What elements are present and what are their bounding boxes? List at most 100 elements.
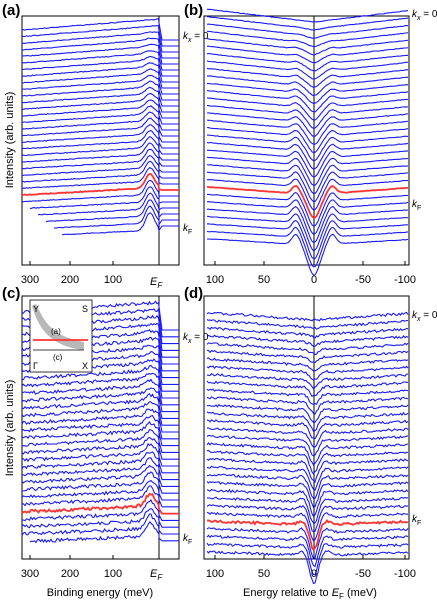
x-tick-label: 200: [61, 568, 79, 580]
sym-trace: [206, 396, 409, 415]
sym-trace: [206, 380, 409, 398]
edc-trace: [21, 479, 179, 501]
xlabel-left: Binding energy (meV): [47, 587, 153, 599]
edc-trace: [21, 155, 179, 176]
sym-trace: [206, 97, 409, 121]
sym-trace: [206, 226, 409, 268]
edc-trace: [21, 25, 179, 47]
x-tick-label: -100: [394, 274, 416, 286]
edc-trace: [21, 50, 179, 71]
sym-trace: [206, 457, 409, 484]
ylabel-bottom: Intensity (arb. units): [4, 380, 16, 477]
panel-label-a: (a): [2, 2, 20, 19]
edc-trace: [21, 420, 179, 447]
edc-trace: [21, 372, 179, 399]
kx0-label-c: kx = 0: [183, 332, 209, 345]
edc-trace: [21, 471, 179, 494]
edc-trace: [21, 414, 179, 440]
edc-trace: [53, 205, 179, 229]
edc-trace: [21, 93, 179, 113]
sym-trace: [206, 171, 409, 203]
edc-trace: [21, 148, 179, 170]
ef-label-c: EF: [150, 568, 163, 582]
panel-label-d: (d): [184, 285, 203, 302]
edc-trace: [21, 436, 179, 460]
sym-trace: [206, 38, 409, 56]
sym-trace: [206, 75, 409, 97]
x-tick-label: 100: [206, 274, 224, 286]
sym-trace: [206, 149, 409, 178]
x-tick-label: 100: [206, 568, 224, 580]
sym-trace: [206, 112, 409, 138]
edc-trace: [21, 117, 179, 137]
sym-trace: [206, 465, 409, 492]
edc-trace: [21, 105, 179, 125]
sym-trace: [206, 388, 409, 406]
x-tick-label: 50: [258, 568, 270, 580]
sym-trace: [206, 52, 409, 72]
sym-trace: [206, 23, 409, 39]
edc-trace: [21, 364, 179, 392]
x-tick-label: -100: [394, 568, 416, 580]
sym-trace: [206, 233, 409, 276]
inset-s-label: S: [82, 304, 88, 314]
sym-trace: [206, 496, 409, 524]
panel-b-traces: [206, 8, 409, 276]
sym-trace: [206, 365, 409, 381]
sym-trace: [206, 342, 409, 355]
edc-trace: [21, 507, 179, 529]
edc-trace: [21, 124, 179, 144]
sym-trace: [206, 357, 409, 372]
sym-trace: [206, 104, 409, 129]
sym-trace: [206, 45, 409, 64]
kf-label-c: kF: [183, 533, 192, 546]
sym-trace: [206, 220, 409, 260]
sym-trace-kf: [206, 519, 409, 552]
kf-label-b: kF: [412, 199, 421, 212]
sym-trace: [206, 319, 408, 330]
edc-trace: [21, 513, 179, 536]
sym-trace-kf: [206, 184, 408, 219]
sym-trace: [207, 16, 409, 31]
sym-trace: [206, 178, 409, 211]
edc-trace: [21, 18, 179, 41]
sym-trace: [206, 156, 409, 186]
sym-trace: [206, 60, 409, 80]
sym-trace: [206, 504, 409, 533]
edc-trace: [21, 179, 179, 203]
panel-c-ticks: 300 200 100: [21, 555, 122, 580]
edc-trace: [21, 451, 179, 474]
edc-trace: [21, 485, 179, 508]
sym-trace: [206, 434, 409, 457]
sym-trace: [206, 427, 409, 448]
sym-trace: [206, 511, 408, 542]
sym-trace: [206, 334, 409, 347]
edc-trace: [21, 393, 179, 419]
panel-c-frame: [21, 295, 180, 560]
inset-y-label: Y: [33, 304, 39, 314]
x-tick-label: -50: [355, 274, 371, 286]
sym-trace: [206, 119, 409, 145]
edc-trace: [21, 167, 179, 190]
inset-cut-c-label: (c): [53, 353, 63, 362]
edc-trace: [21, 37, 179, 59]
sym-trace: [206, 419, 409, 440]
edc-trace: [21, 499, 179, 522]
sym-trace: [206, 134, 409, 162]
edc-trace: [21, 31, 179, 53]
sym-trace: [206, 30, 409, 48]
panel-a-ticks: 300 200 100: [21, 261, 122, 286]
edc-trace: [21, 74, 179, 95]
edc-trace-kf: [21, 492, 179, 515]
edc-trace: [21, 408, 179, 433]
sym-trace: [206, 542, 409, 576]
edc-trace: [21, 62, 179, 83]
inset-x-label: X: [82, 361, 88, 371]
edc-trace: [21, 160, 179, 183]
sym-trace: [206, 481, 409, 509]
sym-trace: [206, 473, 409, 500]
sym-trace: [206, 411, 409, 433]
ylabel-top: Intensity (arb. units): [4, 92, 16, 189]
edc-trace: [21, 136, 179, 157]
